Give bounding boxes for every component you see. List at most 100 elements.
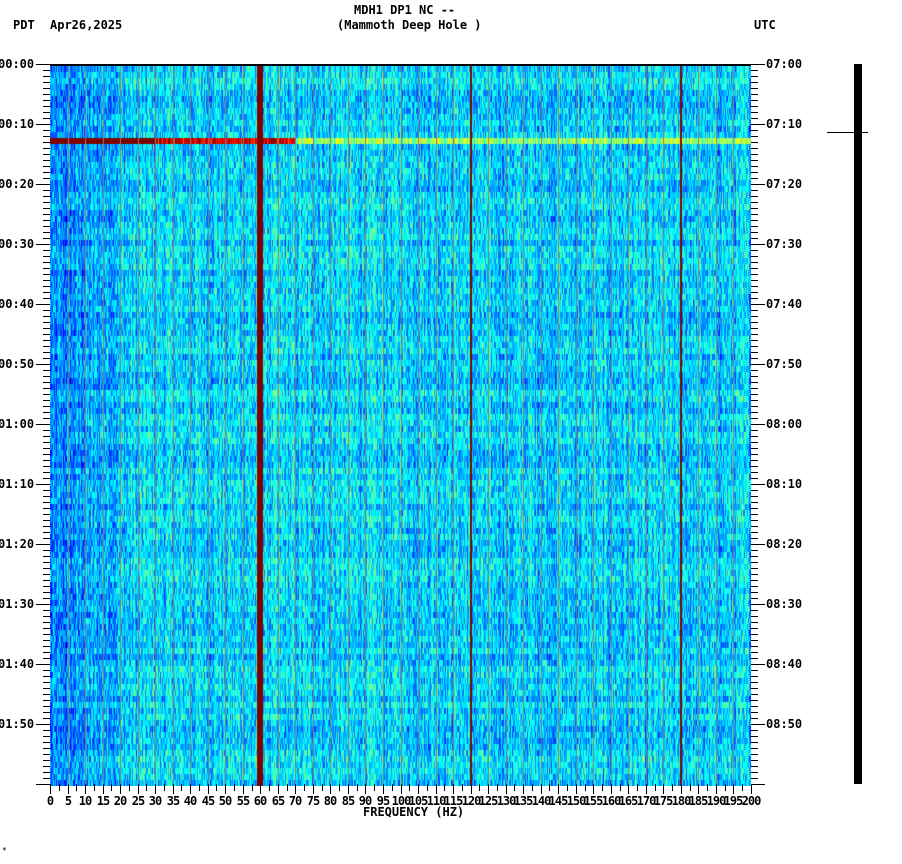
- y-tick-right: [751, 562, 758, 563]
- y-tick-right: [751, 196, 758, 197]
- x-tick: [216, 784, 217, 791]
- y-tick-left: [43, 286, 50, 287]
- spectrogram-plot: [50, 64, 751, 786]
- y-tick-left: [43, 88, 50, 89]
- y-tick-right: [751, 640, 758, 641]
- y-tick-right: [751, 622, 758, 623]
- y-tick-right: [751, 586, 758, 587]
- y-tick-left: [43, 82, 50, 83]
- y-tick-right: [751, 160, 758, 161]
- y-tick-right: [751, 682, 758, 683]
- y-label-left: 01:40: [0, 657, 35, 671]
- y-tick-right: [751, 250, 758, 251]
- y-tick-right: [751, 508, 758, 509]
- y-tick-left: [43, 592, 50, 593]
- x-tick: [330, 784, 331, 794]
- x-tick: [339, 784, 340, 791]
- y-tick-left: [43, 556, 50, 557]
- y-tick-right: [751, 526, 758, 527]
- station-subtitle: (Mammoth Deep Hole ): [337, 18, 482, 32]
- x-tick: [401, 784, 402, 794]
- y-tick-left: [43, 736, 50, 737]
- y-tick-right: [751, 592, 758, 593]
- y-label-left: 01:20: [0, 537, 35, 551]
- x-tick: [523, 784, 524, 794]
- y-tick-right: [751, 172, 758, 173]
- y-label-right: 07:20: [766, 177, 803, 191]
- y-tick-right: [751, 454, 758, 455]
- y-tick-right: [751, 382, 758, 383]
- y-tick-left: [43, 76, 50, 77]
- x-label: 195: [723, 794, 744, 808]
- y-tick-right: [751, 760, 758, 761]
- y-tick-left: [43, 352, 50, 353]
- x-tick: [418, 784, 419, 794]
- y-tick-right: [751, 652, 758, 653]
- x-label: 190: [706, 794, 727, 808]
- y-label-left: 01:50: [0, 717, 35, 731]
- y-tick-right: [751, 442, 758, 443]
- x-tick: [514, 784, 515, 791]
- x-label: 155: [583, 794, 604, 808]
- y-tick-left: [43, 712, 50, 713]
- y-tick-right: [751, 190, 758, 191]
- x-label: 35: [166, 794, 180, 808]
- y-tick-right: [751, 322, 758, 323]
- y-tick-right: [751, 694, 758, 695]
- y-tick-right: [751, 628, 758, 629]
- x-label: 25: [131, 794, 145, 808]
- y-tick-right: [751, 556, 758, 557]
- y-tick-left: [43, 682, 50, 683]
- y-tick-left: [43, 622, 50, 623]
- y-label-left: 00:50: [0, 357, 35, 371]
- x-tick: [59, 784, 60, 791]
- x-label: 45: [201, 794, 215, 808]
- footer-mark: *: [2, 846, 7, 855]
- y-tick-left: [36, 784, 50, 785]
- x-tick: [50, 784, 51, 794]
- y-tick-right: [751, 154, 758, 155]
- y-tick-left: [43, 706, 50, 707]
- x-tick: [488, 784, 489, 794]
- y-tick-right: [751, 256, 758, 257]
- y-tick-right: [751, 334, 758, 335]
- y-tick-left: [43, 178, 50, 179]
- x-tick: [243, 784, 244, 794]
- spectrogram-heatmap: [50, 66, 751, 786]
- y-tick-right: [751, 436, 758, 437]
- y-tick-left: [43, 730, 50, 731]
- y-tick-left: [43, 436, 50, 437]
- y-tick-right: [751, 604, 765, 605]
- y-tick-left: [43, 112, 50, 113]
- x-tick: [68, 784, 69, 794]
- y-tick-left: [43, 130, 50, 131]
- y-label-right: 07:40: [766, 297, 803, 311]
- x-label: 70: [288, 794, 302, 808]
- y-tick-right: [751, 274, 758, 275]
- y-tick-right: [751, 76, 758, 77]
- x-tick: [225, 784, 226, 794]
- y-tick-right: [751, 124, 765, 125]
- y-tick-left: [43, 760, 50, 761]
- y-tick-left: [43, 250, 50, 251]
- x-tick: [374, 784, 375, 791]
- y-tick-right: [751, 310, 758, 311]
- y-tick-right: [751, 424, 765, 425]
- y-tick-left: [43, 508, 50, 509]
- y-tick-right: [751, 184, 765, 185]
- y-tick-left: [43, 694, 50, 695]
- y-tick-right: [751, 634, 758, 635]
- y-tick-left: [43, 406, 50, 407]
- trace-event-marker: [827, 132, 868, 133]
- x-tick: [409, 784, 410, 791]
- x-tick: [672, 784, 673, 791]
- y-tick-right: [751, 214, 758, 215]
- y-tick-right: [751, 166, 758, 167]
- x-tick: [620, 784, 621, 791]
- y-tick-right: [751, 178, 758, 179]
- y-tick-left: [43, 442, 50, 443]
- y-tick-right: [751, 418, 758, 419]
- y-tick-right: [751, 736, 758, 737]
- y-tick-right: [751, 538, 758, 539]
- y-tick-right: [751, 106, 758, 107]
